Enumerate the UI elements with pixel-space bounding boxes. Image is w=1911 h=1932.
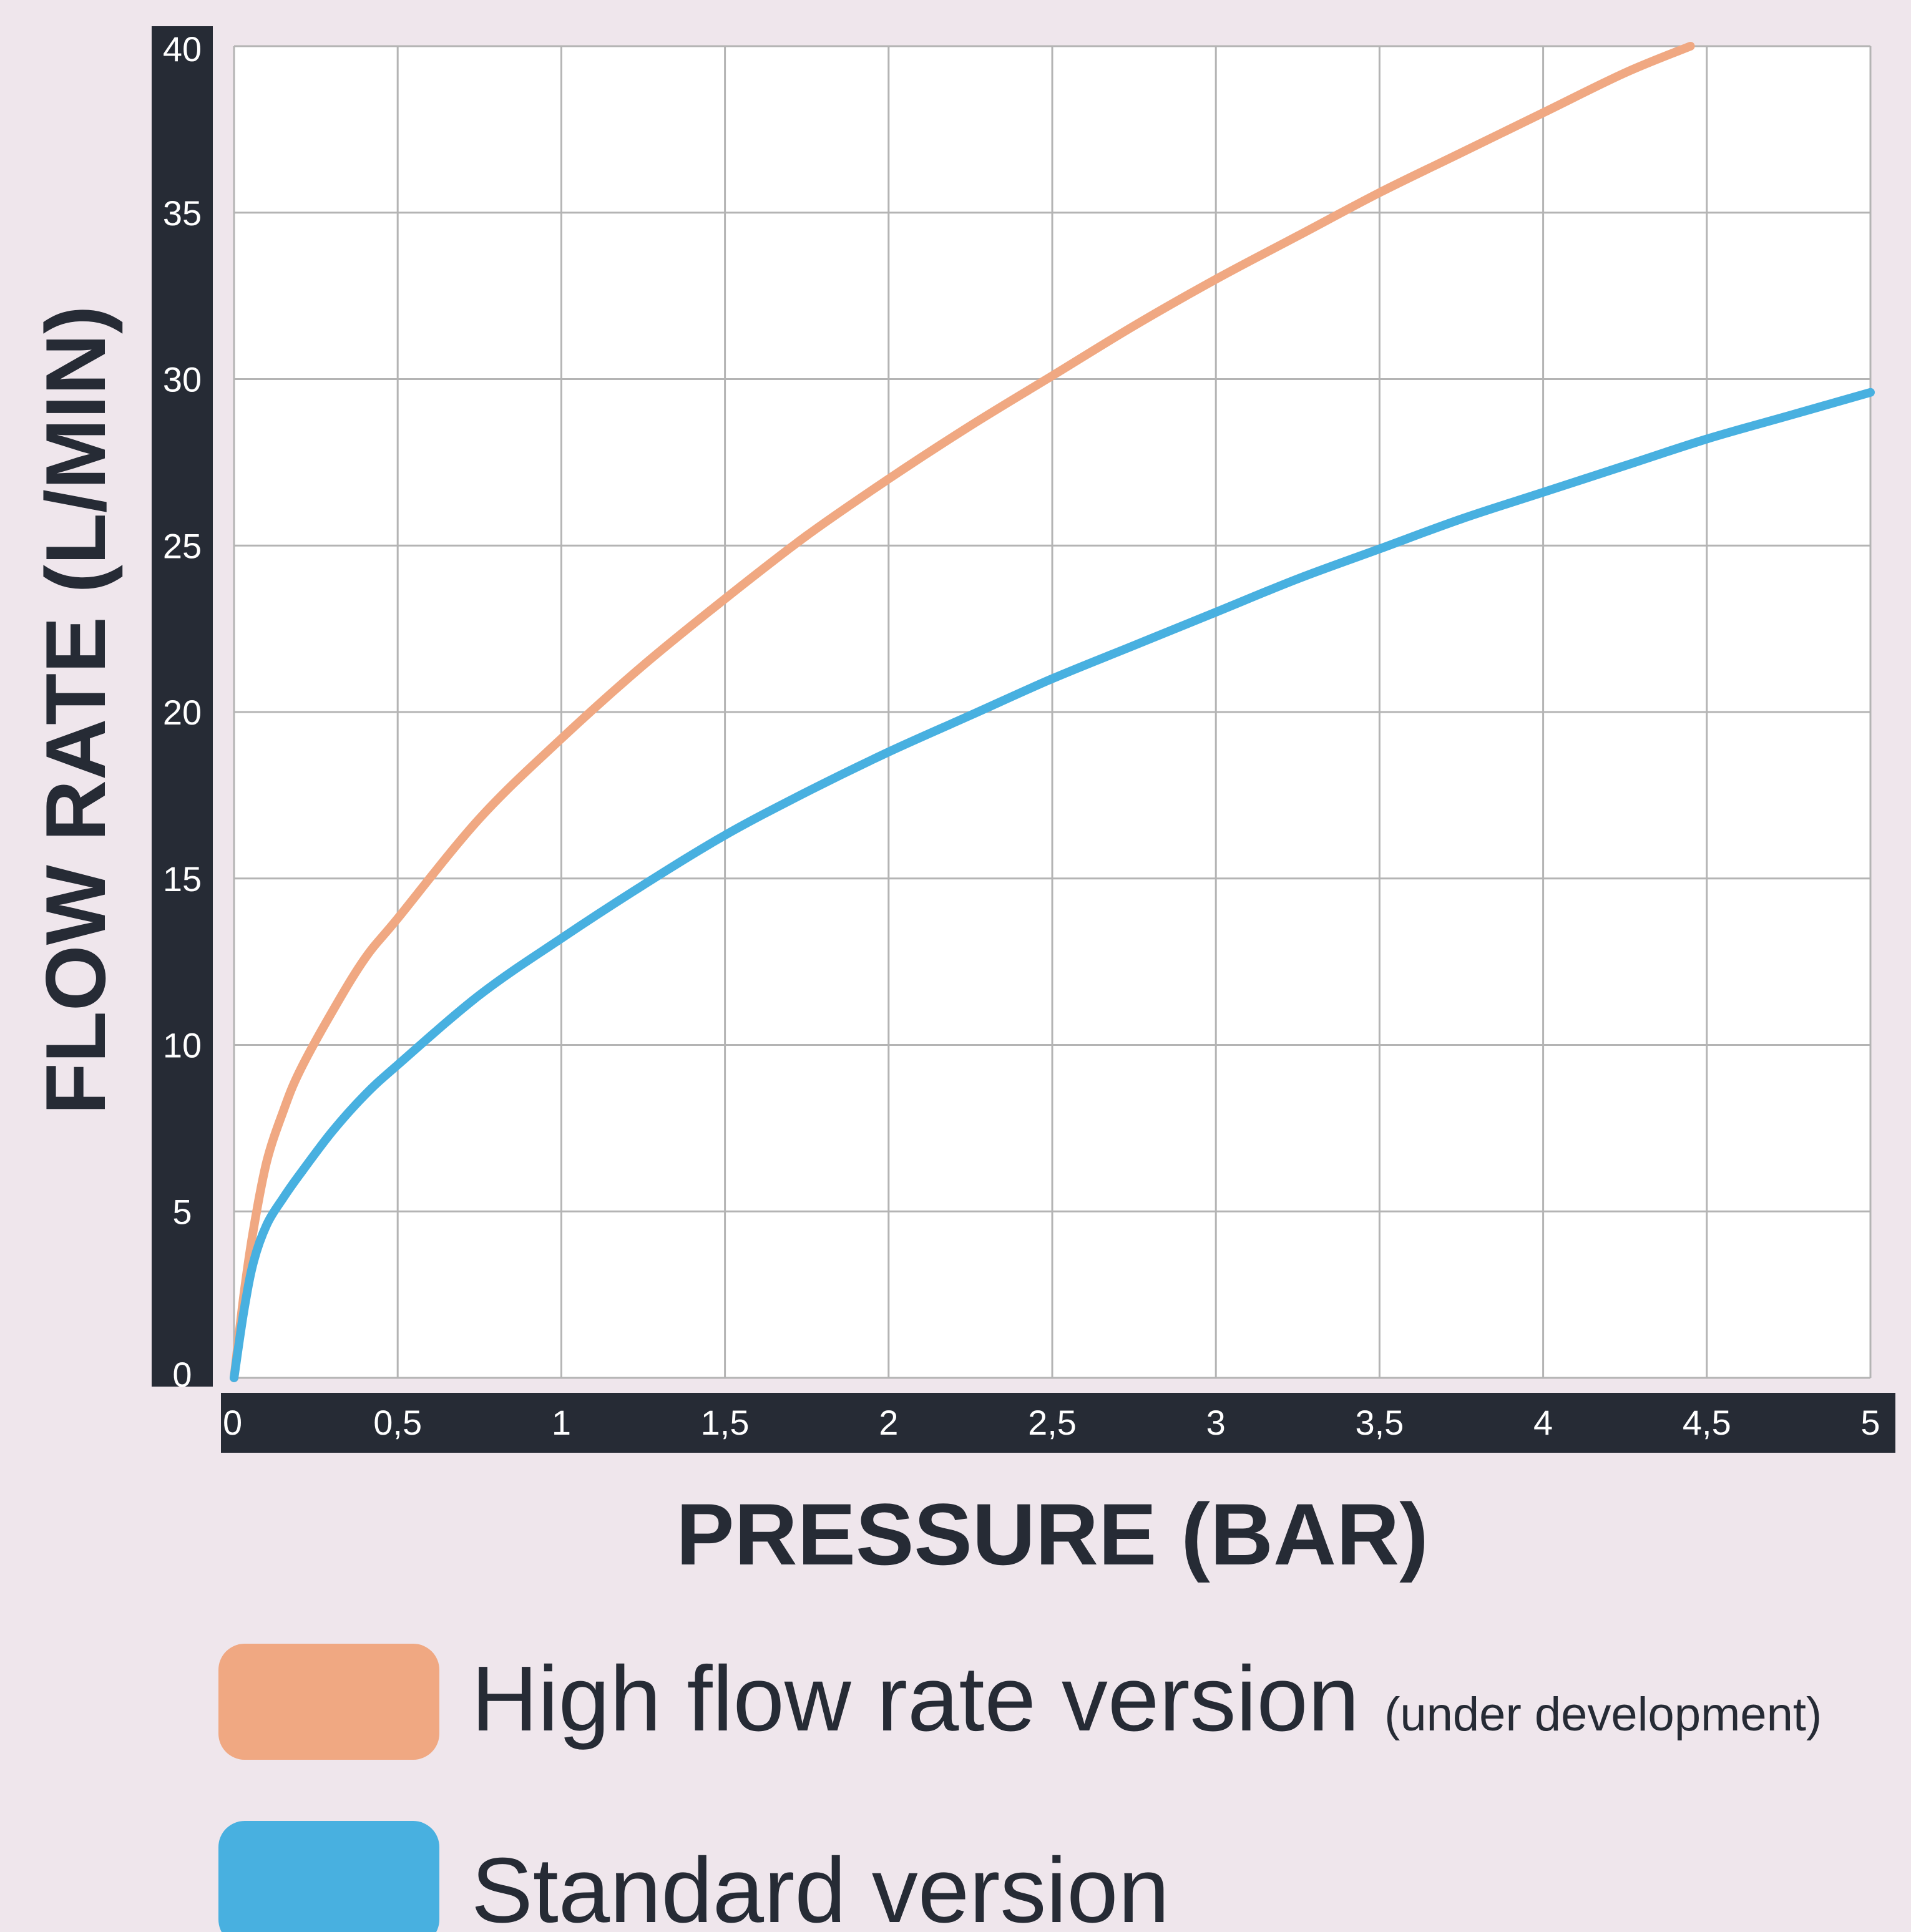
legend-note-high-flow: (under development)	[1384, 1688, 1822, 1741]
x-tick-label-9: 4,5	[1683, 1403, 1731, 1442]
x-tick-label-7: 3,5	[1355, 1403, 1404, 1442]
y-tick-label-5: 25	[163, 526, 202, 565]
y-tick-label-3: 15	[163, 859, 202, 899]
grid	[233, 45, 1872, 1379]
legend-label-high-flow: High flow rate version (under development…	[471, 1647, 1822, 1750]
legend-swatch-high-flow	[218, 1644, 439, 1760]
x-tick-label-2: 1	[552, 1403, 571, 1442]
x-tick-label-3: 1,5	[701, 1403, 750, 1442]
x-axis-title: PRESSURE (BAR)	[676, 1485, 1429, 1583]
x-tick-label-8: 4	[1533, 1403, 1553, 1442]
x-tick-labels: 0 0,5 1 1,5 2 2,5 3 3,5 4 4,5 5	[223, 1403, 1880, 1442]
series	[230, 42, 1875, 1382]
x-tick-label-10: 5	[1860, 1403, 1880, 1442]
y-tick-label-0: 0	[172, 1355, 192, 1394]
y-tick-label-6: 30	[163, 360, 202, 399]
legend-label-high-flow-text: High flow rate version	[471, 1647, 1359, 1750]
x-tick-label-5: 2,5	[1028, 1403, 1077, 1442]
legend: High flow rate version (under development…	[218, 1644, 1822, 1932]
y-tick-label-8: 40	[163, 29, 202, 69]
x-axis-band	[221, 1393, 1895, 1453]
y-tick-label-1: 5	[172, 1192, 192, 1231]
series-line-high-flow	[230, 42, 1695, 1382]
y-tick-label-7: 35	[163, 193, 202, 233]
y-tick-label-2: 10	[163, 1026, 202, 1065]
x-tick-label-1: 0,5	[373, 1403, 422, 1442]
legend-label-standard: Standard version	[471, 1839, 1170, 1932]
x-tick-label-6: 3	[1206, 1403, 1226, 1442]
x-tick-label-4: 2	[879, 1403, 898, 1442]
series-line-standard	[230, 388, 1875, 1382]
y-axis-band	[152, 26, 213, 1387]
legend-swatch-standard	[218, 1821, 439, 1932]
y-tick-label-4: 20	[163, 693, 202, 732]
y-tick-labels: 0 5 10 15 20 25 30 35 40	[163, 29, 202, 1394]
y-axis-title: FLOW RATE (L/MIN)	[28, 306, 123, 1115]
x-tick-label-0: 0	[223, 1403, 242, 1442]
